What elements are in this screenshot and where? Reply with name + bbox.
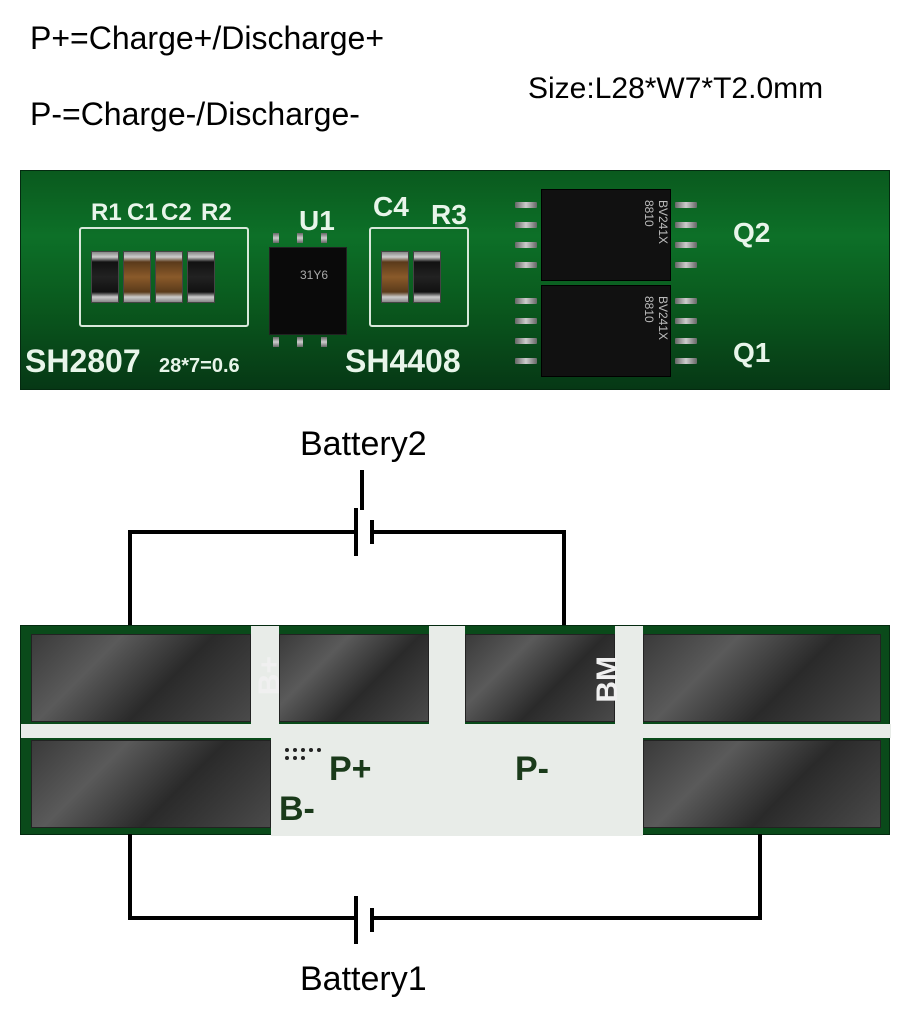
wire-bot-right-v — [758, 834, 762, 920]
u1-leads-bottom — [273, 337, 327, 347]
silk-c2: C2 — [161, 199, 192, 227]
battery2-long — [354, 508, 358, 556]
wire-bot-right-h — [374, 916, 762, 920]
size-text: Size:L28*W7*T2.0mm — [528, 72, 823, 106]
q2-leads-left — [515, 195, 537, 275]
wire-top-left-h — [128, 530, 354, 534]
header-line1: P+=Charge+/Discharge+ — [30, 20, 384, 57]
pcb-front: R1 C1 C2 R2 U1 C4 R3 Q2 Q1 SH2807 28*7=0… — [20, 170, 890, 390]
pcb-back: B+ BM P+ P- B- — [20, 625, 890, 835]
ic-q1: 8810 BV241X — [541, 285, 671, 377]
silk-bplus: B+ — [253, 656, 287, 695]
smd-row2 — [381, 251, 441, 303]
u1-leads-top — [273, 233, 327, 243]
smd-r1 — [91, 251, 119, 303]
battery1-label: Battery1 — [300, 960, 427, 999]
pad-bplus — [31, 634, 251, 722]
silk-q2: Q2 — [733, 217, 770, 249]
smd-row1 — [91, 251, 215, 303]
silk-q1: Q1 — [733, 337, 770, 369]
q2-mark2: BV241X — [656, 200, 670, 244]
smd-r3 — [413, 251, 441, 303]
page-container: P+=Charge+/Discharge+ P-=Charge-/Dischar… — [0, 0, 909, 1020]
pad-bminus-left — [31, 740, 271, 828]
pad-top-right — [643, 634, 881, 722]
pad-mid1 — [279, 634, 429, 722]
wire-top-left-v — [128, 530, 132, 628]
smd-c1 — [123, 251, 151, 303]
silk-board2: SH4408 — [345, 343, 461, 380]
wire-top-right-h — [374, 530, 564, 534]
q1-mark2: BV241X — [656, 296, 670, 340]
via-dots — [285, 748, 325, 760]
wire-bot-left-h — [128, 916, 354, 920]
wire-top-right-v — [562, 530, 566, 628]
silk-pplus: P+ — [329, 750, 372, 789]
wire-bot-left-v — [128, 834, 132, 920]
header-line2: P-=Charge-/Discharge- — [30, 96, 360, 133]
q1-leads-left — [515, 291, 537, 371]
u1-marking: 31Y6 — [300, 268, 328, 282]
silk-board1: SH2807 — [25, 343, 141, 380]
ic-q2: 8810 BV241X — [541, 189, 671, 281]
white-bottom-center — [271, 738, 643, 836]
smd-r2 — [187, 251, 215, 303]
q2-leads-right — [675, 195, 697, 275]
silk-pminus: P- — [515, 750, 549, 789]
smd-c2 — [155, 251, 183, 303]
battery1-long — [354, 896, 358, 944]
q1-leads-right — [675, 291, 697, 371]
q2-mark1: 8810 — [642, 200, 656, 227]
silk-r1: R1 — [91, 199, 122, 227]
battery2-label: Battery2 — [300, 425, 427, 464]
ic-u1: 31Y6 — [269, 247, 347, 335]
silk-bm: BM — [591, 656, 625, 703]
silk-c4: C4 — [373, 191, 409, 223]
silk-bminus: B- — [279, 790, 315, 829]
silk-r2: R2 — [201, 199, 232, 227]
smd-c4 — [381, 251, 409, 303]
q1-mark1: 8810 — [642, 296, 656, 323]
silk-board1b: 28*7=0.6 — [159, 355, 240, 378]
silk-c1: C1 — [127, 199, 158, 227]
battery1-short — [370, 908, 374, 932]
battery2-lead1 — [360, 470, 364, 510]
pad-bottom-right — [643, 740, 881, 828]
vstrip2 — [429, 626, 465, 738]
